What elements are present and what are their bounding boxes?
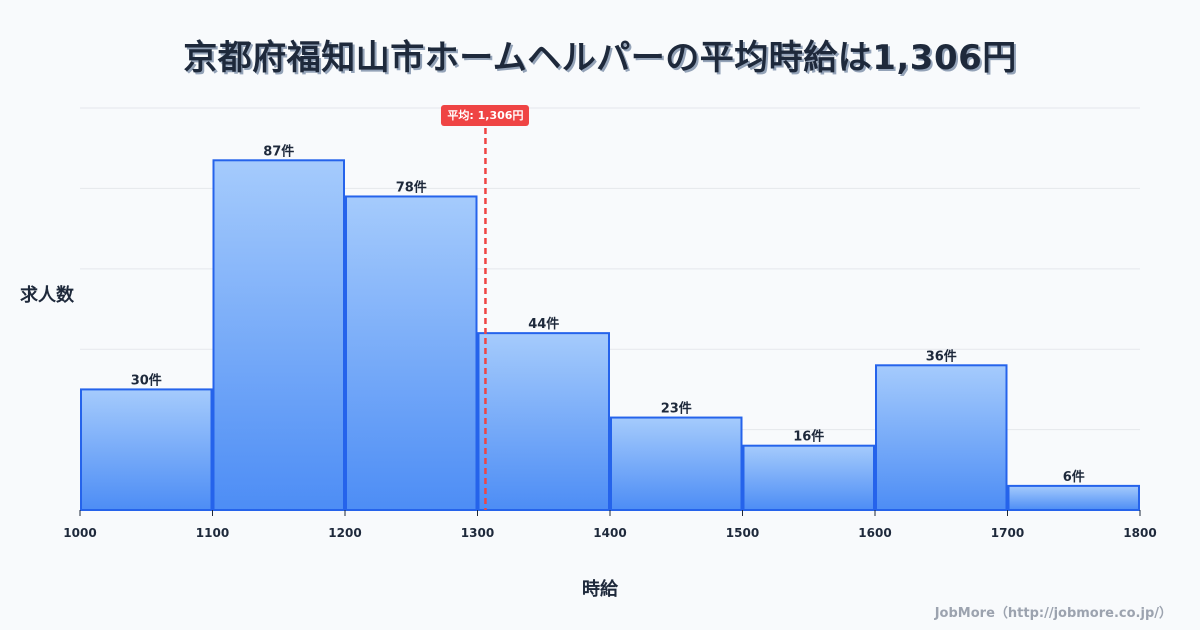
x-tick-label: 1200 [328, 526, 361, 540]
bar-value-label: 16件 [793, 429, 824, 445]
source-credit: JobMore（http://jobmore.co.jp/） [934, 606, 1172, 621]
histogram-bar [875, 364, 1008, 512]
x-tick-label: 1700 [991, 526, 1024, 540]
chart-title: 京都府福知山市ホームヘルパーの平均時給は1,306円 [183, 38, 1017, 78]
x-tick-label: 1500 [726, 526, 759, 540]
bar-value-label: 87件 [263, 143, 294, 159]
histogram-bar [1007, 484, 1140, 512]
histogram-bar [742, 444, 875, 512]
x-tick-label: 1800 [1123, 526, 1156, 540]
bar-value-label: 6件 [1063, 469, 1085, 485]
bar-value-label: 30件 [131, 372, 162, 388]
x-tick-label: 1600 [858, 526, 891, 540]
histogram-bar [345, 195, 478, 511]
x-axis: 1000 1100 1200 1300 1400 1500 1600 1700 1800 [63, 510, 1157, 540]
bar-value-label: 78件 [396, 179, 427, 195]
x-tick-label: 1300 [461, 526, 494, 540]
y-axis-label: 求人数 [20, 285, 74, 306]
average-badge: 平均: 1,306円 [441, 105, 530, 126]
bar-value-label: 44件 [528, 316, 559, 332]
histogram-bar [80, 388, 213, 512]
x-axis-label: 時給 [582, 579, 618, 600]
x-tick-label: 1100 [196, 526, 229, 540]
histogram-bar [212, 159, 345, 511]
bar-value-label: 36件 [926, 348, 957, 364]
histogram-bar [477, 332, 610, 512]
histogram-bar [610, 416, 743, 511]
bar-value-label: 23件 [661, 401, 692, 417]
x-tick-label: 1400 [593, 526, 626, 540]
bars: 30件 87件 78件 44件 23件 16件 36件 6件 [80, 143, 1140, 512]
x-tick-label: 1000 [63, 526, 96, 540]
